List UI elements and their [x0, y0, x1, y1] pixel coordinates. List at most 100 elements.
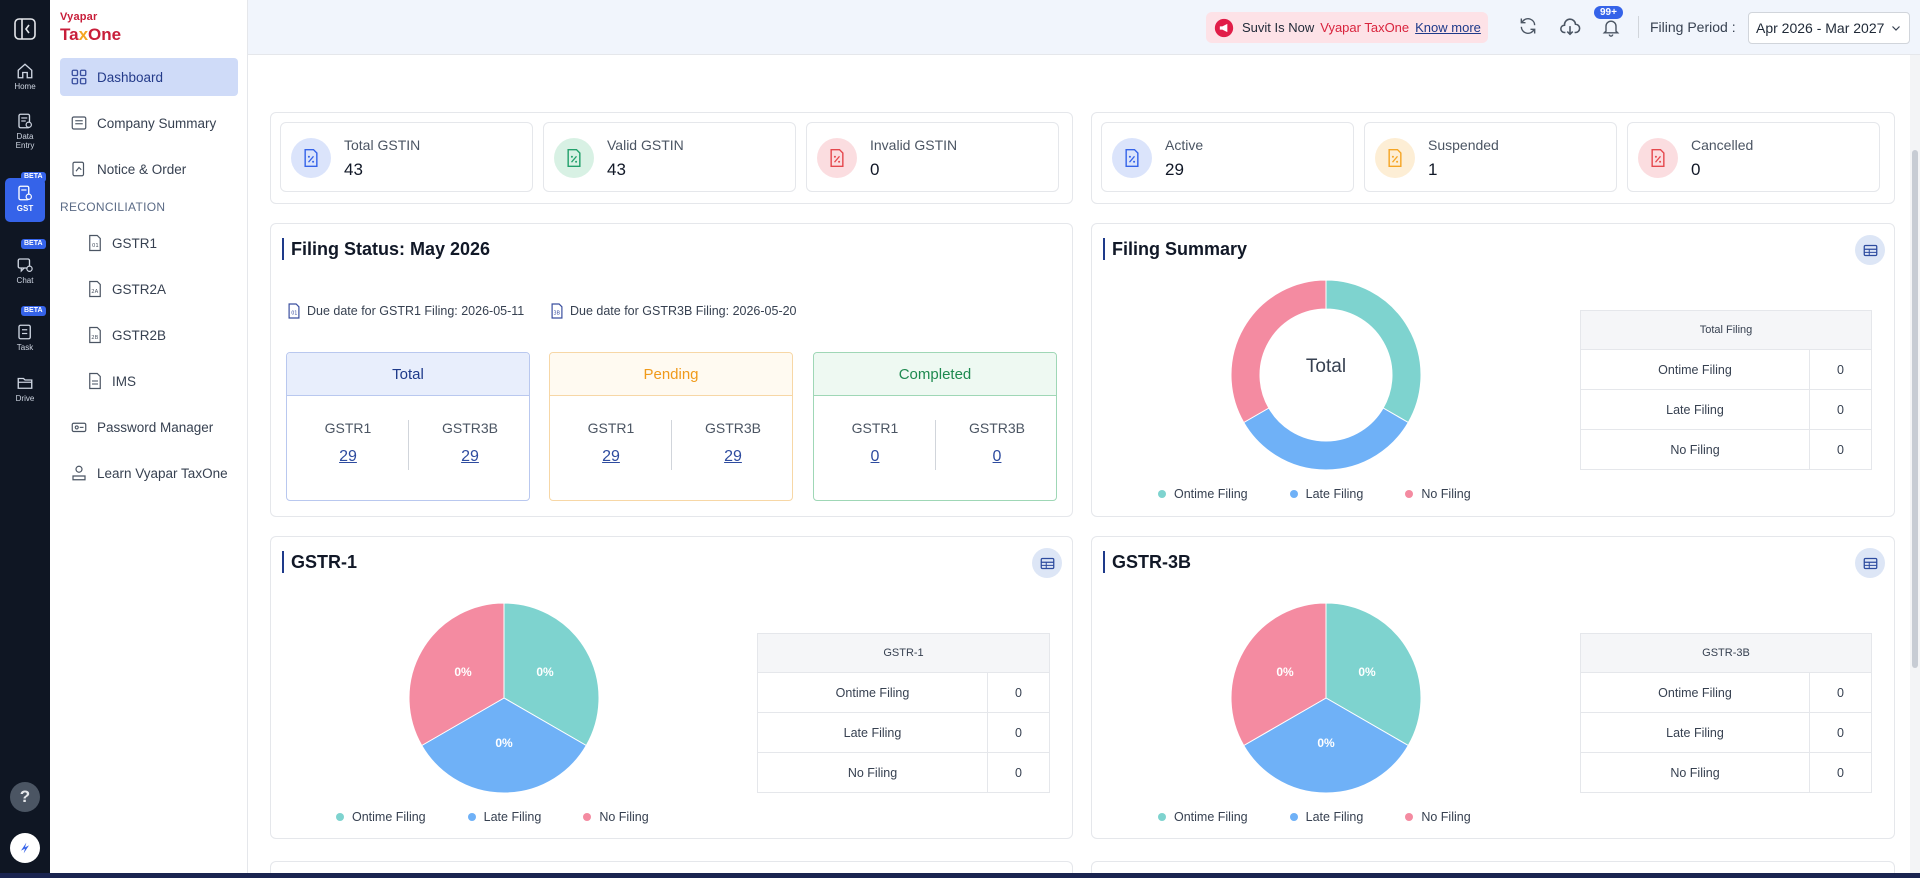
sidebar-item-gstr2a[interactable]: 2A GSTR2A [77, 270, 238, 308]
legend-dot [1405, 490, 1414, 498]
status-col-label: GSTR1 [587, 420, 635, 436]
app-launcher-button[interactable] [10, 833, 40, 863]
legend-dot [1289, 490, 1298, 498]
slice-label-late: 0% [1317, 736, 1335, 750]
icon-rail: Home Data Entry BETA GST BETA Chat BETA … [0, 0, 50, 878]
download-button[interactable] [1559, 16, 1581, 43]
sidebar-item-company-summary[interactable]: Company Summary [60, 104, 238, 142]
status-col-divider [935, 420, 936, 470]
help-button[interactable]: ? [10, 782, 40, 812]
slice-nofiling[interactable] [408, 602, 505, 747]
percent-doc-icon [567, 148, 581, 168]
table-header: Total Filing [1580, 310, 1872, 350]
app-logo-icon [21, 842, 29, 854]
stat-suspended[interactable]: Suspended 1 [1364, 122, 1617, 192]
dashboard-icon [71, 69, 87, 85]
filing-period-select[interactable]: Apr 2026 - Mar 2027 [1748, 12, 1910, 44]
legend-item: Ontime Filing [336, 810, 426, 824]
status-count-link[interactable]: 0 [992, 448, 1002, 465]
svg-text:2A: 2A [91, 289, 98, 295]
rail-label: Drive [15, 394, 35, 403]
rail-item-task[interactable]: Task [0, 323, 50, 352]
row-value: 0 [987, 712, 1050, 753]
stat-valid-gstin[interactable]: Valid GSTIN 43 [543, 122, 796, 192]
logo-taxone: TaxOne [60, 25, 121, 45]
status-count-link[interactable]: 29 [461, 448, 479, 465]
status-col-label: GSTR3B [441, 420, 498, 436]
rail-item-drive[interactable]: Drive [0, 374, 50, 403]
sidebar-item-label: GSTR1 [112, 235, 158, 251]
data-entry-icon [18, 113, 32, 129]
notice-order-icon [72, 161, 85, 177]
legend-item: Late Filing [1289, 810, 1363, 824]
status-col-label: GSTR1 [324, 420, 372, 436]
rail-item-home[interactable]: Home [0, 62, 50, 91]
status-col-label: GSTR3B [704, 420, 761, 436]
task-icon [18, 324, 31, 340]
due-date-gstr1: 01 Due date for GSTR1 Filing: 2026-05-11 [287, 302, 524, 320]
slice-label-ontime: 0% [1358, 665, 1376, 679]
summary-table-toggle[interactable] [1855, 235, 1885, 265]
page-scrollbar[interactable] [1910, 55, 1920, 873]
row-label: Late Filing [1580, 389, 1810, 430]
legend-label: Late Filing [483, 810, 542, 824]
status-box-header: Pending [550, 353, 792, 396]
slice-ontime[interactable] [503, 602, 600, 747]
stat-value: 0 [870, 160, 880, 179]
stat-invalid-gstin[interactable]: Invalid GSTIN 0 [806, 122, 1059, 192]
rail-item-data-entry[interactable]: Data Entry [0, 112, 50, 150]
stat-total-gstin[interactable]: Total GSTIN 43 [280, 122, 533, 192]
sidebar-item-gstr2b[interactable]: 2B GSTR2B [77, 316, 238, 354]
sidebar-item-label: GSTR2A [112, 281, 167, 297]
sidebar-item-password-manager[interactable]: Password Manager [60, 408, 238, 446]
stat-value: 29 [1165, 160, 1184, 179]
slice-late[interactable] [421, 697, 587, 794]
slice-late[interactable] [1243, 407, 1409, 471]
home-icon [17, 63, 33, 79]
beta-badge: BETA [21, 239, 46, 249]
stat-value: 0 [1691, 160, 1701, 179]
status-count-link[interactable]: 29 [339, 448, 357, 465]
scroll-thumb[interactable] [1912, 150, 1918, 668]
know-more-link[interactable]: Know more [1415, 20, 1481, 35]
stat-label: Total GSTIN [344, 137, 421, 153]
stat-active[interactable]: Active 29 [1101, 122, 1354, 192]
table-icon [1040, 557, 1054, 569]
filing-period-value: Apr 2026 - Mar 2027 [1756, 20, 1885, 36]
collapse-sidebar-button[interactable] [13, 17, 37, 46]
stat-label: Valid GSTIN [607, 137, 684, 153]
gstr1-doc-icon: 01 [89, 234, 101, 252]
slice-nofiling[interactable] [1230, 279, 1327, 424]
sidebar-item-dashboard[interactable]: Dashboard [60, 58, 238, 96]
gstr1-table-toggle[interactable] [1032, 548, 1062, 578]
sidebar-item-gstr1[interactable]: 01 GSTR1 [77, 224, 238, 262]
legend-item: No Filing [1405, 487, 1471, 501]
legend-dot [1289, 813, 1298, 821]
gstr3b-table-toggle[interactable] [1855, 548, 1885, 578]
rail-item-chat[interactable]: Chat [0, 256, 50, 285]
status-count-link[interactable]: 29 [602, 448, 620, 465]
banner-brand: Vyapar TaxOne [1320, 20, 1410, 35]
gstr1-table: GSTR-1 Ontime Filing 0 Late Filing 0 No Fi… [757, 633, 1050, 793]
sidebar-item-label: Dashboard [97, 69, 164, 85]
stat-cancelled[interactable]: Cancelled 0 [1627, 122, 1880, 192]
rail-label: Entry [15, 141, 35, 150]
rail-item-gst[interactable]: GST [5, 178, 45, 222]
due-date-text: Due date for GSTR3B Filing: 2026-05-20 [570, 304, 797, 318]
sidebar-item-learn[interactable]: Learn Vyapar TaxOne [60, 454, 238, 492]
stat-label: Active [1165, 137, 1204, 153]
slice-late[interactable] [1243, 697, 1409, 794]
filing-summary-legend: Ontime Filing Late Filing No Filing [1158, 487, 1513, 501]
row-label: Ontime Filing [1580, 672, 1810, 713]
slice-nofiling[interactable] [1230, 602, 1327, 747]
status-count-link[interactable]: 0 [870, 448, 880, 465]
notifications-button[interactable] [1601, 16, 1621, 43]
status-count-link[interactable]: 29 [724, 448, 742, 465]
sidebar-item-ims[interactable]: IMS [77, 362, 238, 400]
beta-badge: BETA [21, 172, 46, 182]
slice-ontime[interactable] [1325, 279, 1422, 424]
refresh-button[interactable] [1518, 16, 1538, 41]
sidebar-item-notice-order[interactable]: Notice & Order [60, 150, 238, 188]
slice-ontime[interactable] [1325, 602, 1422, 747]
beta-badge: BETA [21, 306, 46, 316]
